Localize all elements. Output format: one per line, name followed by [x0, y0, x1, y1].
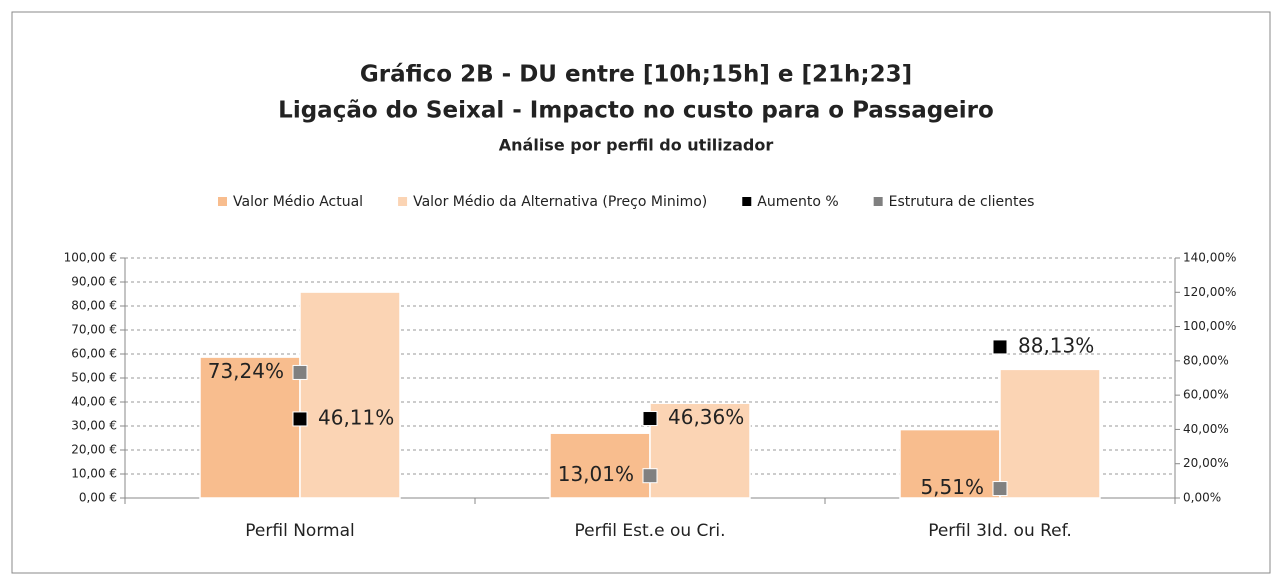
- data-label: 46,36%: [668, 405, 744, 429]
- data-label: 5,51%: [920, 475, 984, 499]
- y-tick-label: 80,00 €: [71, 299, 117, 313]
- y-tick-label: 50,00 €: [71, 371, 117, 385]
- y2-tick-label: 140,00%: [1183, 251, 1236, 265]
- chart-title: Gráfico 2B - DU entre [10h;15h] e [21h;2…: [360, 62, 912, 88]
- legend-label: Valor Médio da Alternativa (Preço Minimo…: [413, 194, 707, 210]
- y2-tick-label: 80,00%: [1183, 353, 1229, 367]
- chart-subtitle: Análise por perfil do utilizador: [499, 136, 774, 155]
- x-tick-label: Perfil Normal: [245, 521, 354, 541]
- x-tick-label: Perfil 3Id. ou Ref.: [928, 521, 1072, 541]
- y-tick-label: 0,00 €: [79, 491, 117, 505]
- marker: [642, 468, 658, 484]
- y-tick-label: 20,00 €: [71, 443, 117, 457]
- legend-swatch: [742, 197, 752, 206]
- data-label: 13,01%: [558, 462, 634, 486]
- bar: [899, 428, 1001, 499]
- legend-swatch: [218, 197, 227, 206]
- bar: [299, 291, 401, 499]
- chart-title: Ligação do Seixal - Impacto no custo par…: [278, 98, 994, 124]
- y-tick-label: 100,00 €: [64, 251, 117, 265]
- legend-swatch: [398, 197, 408, 206]
- marker: [292, 364, 308, 380]
- y2-tick-label: 0,00%: [1183, 491, 1221, 505]
- y-tick-label: 70,00 €: [71, 323, 117, 337]
- bar: [199, 356, 301, 499]
- marker: [642, 411, 658, 427]
- y-tick-label: 90,00 €: [71, 275, 117, 289]
- marker: [292, 411, 308, 427]
- y-tick-label: 30,00 €: [71, 419, 117, 433]
- y2-tick-label: 40,00%: [1183, 422, 1229, 436]
- marker: [992, 339, 1008, 355]
- y-tick-label: 60,00 €: [71, 347, 117, 361]
- bar: [649, 402, 751, 499]
- data-label: 46,11%: [318, 405, 394, 429]
- marker: [992, 481, 1008, 497]
- legend-label: Valor Médio Actual: [233, 194, 363, 210]
- y2-tick-label: 60,00%: [1183, 388, 1229, 402]
- legend-swatch: [873, 197, 883, 206]
- y2-tick-label: 100,00%: [1183, 319, 1236, 333]
- data-label: 73,24%: [208, 359, 284, 383]
- y2-tick-label: 20,00%: [1183, 456, 1229, 470]
- y-tick-label: 10,00 €: [71, 467, 117, 481]
- legend-label: Estrutura de clientes: [889, 194, 1035, 210]
- legend-label: Aumento %: [757, 194, 838, 210]
- data-label: 88,13%: [1018, 333, 1094, 357]
- x-tick-label: Perfil Est.e ou Cri.: [574, 521, 725, 541]
- y2-tick-label: 120,00%: [1183, 285, 1236, 299]
- y-tick-label: 40,00 €: [71, 395, 117, 409]
- bar: [999, 368, 1101, 499]
